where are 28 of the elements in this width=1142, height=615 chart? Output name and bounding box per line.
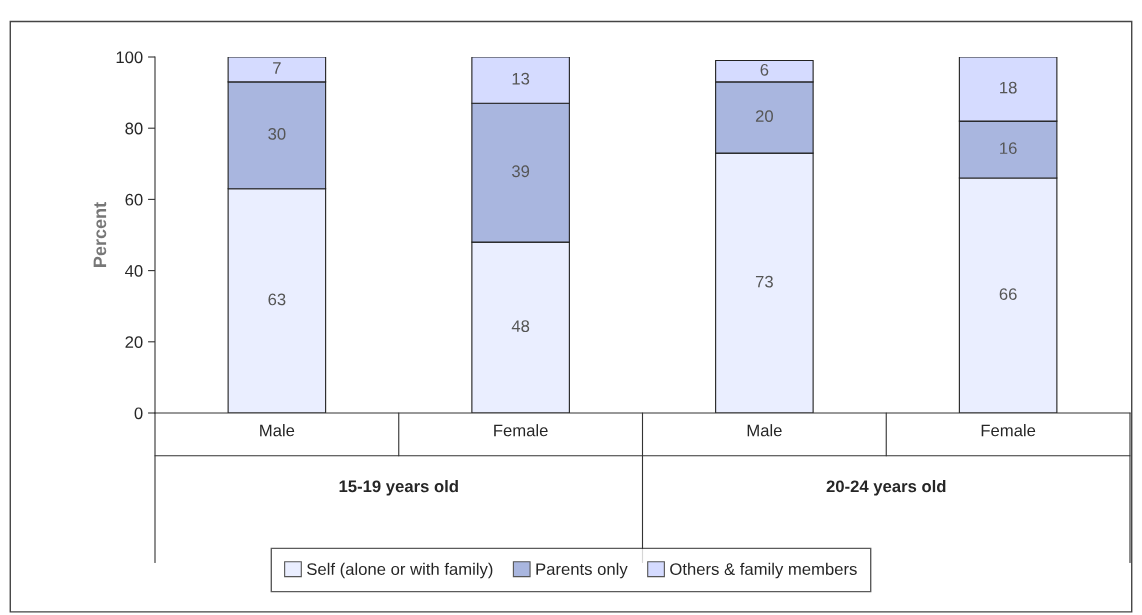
y-tick-label: 100: [116, 51, 143, 64]
data-label: 13: [512, 72, 530, 85]
data-label: 66: [999, 288, 1017, 300]
data-label: 18: [1000, 81, 1017, 94]
legend-label: Others & family members: [670, 562, 857, 579]
y-axis-title: Percent: [93, 202, 107, 267]
x-tick-label: Male: [260, 424, 295, 437]
legend-label: Parents only: [536, 562, 628, 579]
x-tick-label: Male: [747, 424, 782, 437]
data-label: 20: [755, 110, 773, 122]
data-label: 39: [511, 165, 530, 178]
data-label: 73: [755, 275, 773, 288]
x-tick-label: Female: [494, 424, 548, 437]
data-label: 16: [1000, 142, 1017, 155]
data-label: 30: [268, 127, 286, 140]
data-label: 63: [268, 293, 286, 306]
x-tick-label: Female: [981, 424, 1036, 437]
y-tick-label: 40: [125, 265, 143, 277]
data-label: 7: [273, 62, 281, 74]
y-tick-label: 0: [134, 407, 143, 420]
legend-label: Self (alone or with family): [307, 562, 493, 579]
text: 15-19 years old: [339, 479, 458, 496]
data-label: 48: [511, 320, 530, 333]
text: 20-24 years old: [826, 479, 946, 496]
y-tick-label: 60: [125, 193, 143, 206]
data-label: 6: [760, 63, 769, 76]
y-tick-label: 20: [125, 336, 143, 348]
y-tick-label: 80: [125, 122, 143, 135]
